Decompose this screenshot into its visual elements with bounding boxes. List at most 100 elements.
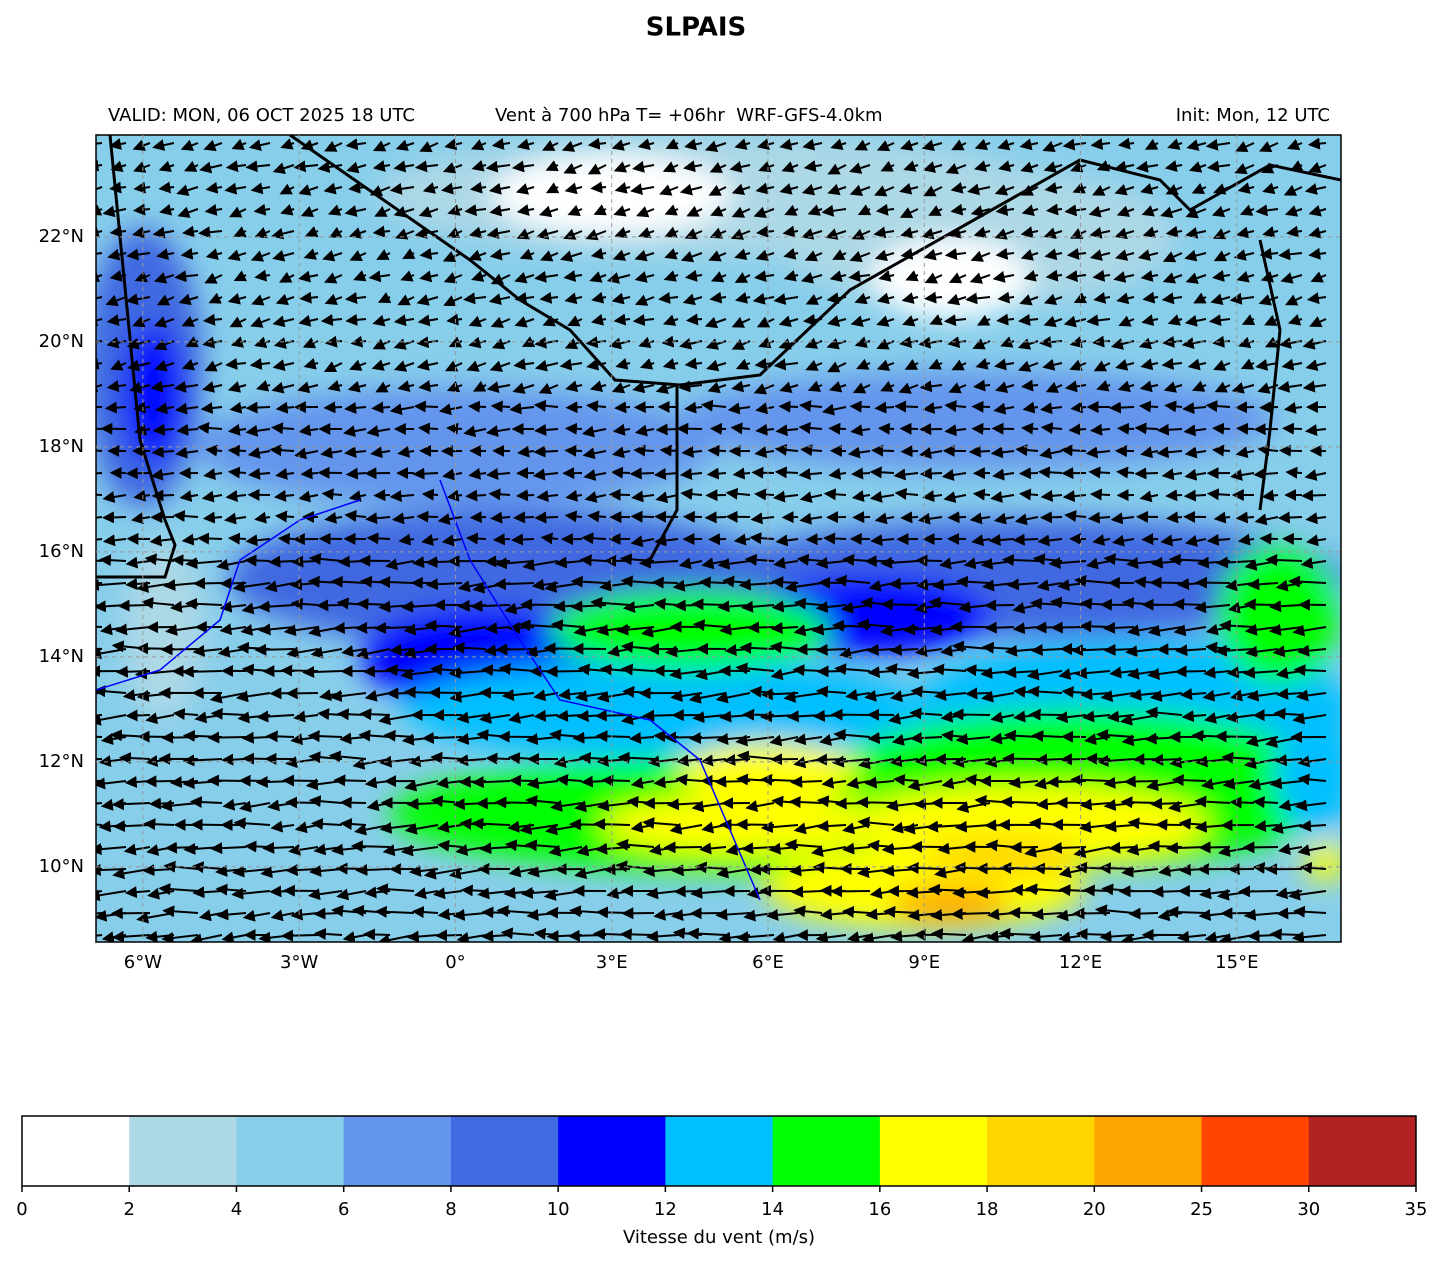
wind-arrow xyxy=(948,226,967,239)
wind-arrow xyxy=(849,162,871,174)
wind-arrow xyxy=(614,226,631,239)
wind-arrow xyxy=(96,846,103,849)
wind-arrow xyxy=(734,138,751,150)
wind-arrow xyxy=(807,380,823,392)
wind-arrow xyxy=(1092,184,1111,196)
wind-arrow xyxy=(359,708,391,721)
wind-arrow xyxy=(488,488,511,501)
wind-arrow xyxy=(1211,444,1231,457)
wind-arrow xyxy=(303,248,319,260)
wind-arrow xyxy=(804,250,823,262)
wind-arrow xyxy=(280,204,295,216)
wind-arrow xyxy=(249,358,271,370)
wind-arrow xyxy=(727,402,751,415)
wind-arrow xyxy=(945,162,967,175)
wind-arrow xyxy=(176,423,199,436)
wind-arrow xyxy=(442,162,463,174)
wind-arrow xyxy=(1114,227,1135,240)
wind-arrow xyxy=(591,313,607,326)
wind-arrow xyxy=(416,294,439,306)
wind-arrow xyxy=(445,360,463,372)
wind-arrow xyxy=(1141,533,1159,546)
wind-arrow xyxy=(950,907,991,920)
wind-arrow xyxy=(1088,205,1111,218)
wind-arrow xyxy=(539,205,559,218)
wind-arrow xyxy=(1308,204,1327,217)
wind-arrow xyxy=(997,138,1015,151)
wind-arrow xyxy=(224,182,247,195)
wind-arrow xyxy=(921,227,943,240)
wind-arrow xyxy=(372,160,391,172)
wind-arrow xyxy=(563,270,583,282)
wind-arrow xyxy=(801,183,823,196)
wind-arrow xyxy=(98,554,127,567)
wind-arrow xyxy=(1001,554,1039,567)
wind-arrow xyxy=(869,466,895,479)
wind-arrow xyxy=(636,206,655,218)
wind-arrow xyxy=(227,423,247,436)
wind-arrow xyxy=(402,248,416,260)
wind-arrow xyxy=(756,225,775,238)
wind-arrow xyxy=(1183,424,1207,437)
wind-arrow xyxy=(1308,161,1327,174)
wind-arrow xyxy=(1160,206,1183,219)
wind-arrow xyxy=(372,225,391,238)
wind-arrow xyxy=(446,380,463,393)
wind-arrow xyxy=(904,359,919,370)
wind-arrow xyxy=(241,731,271,744)
wind-arrow xyxy=(614,182,631,194)
wind-arrow xyxy=(297,381,319,394)
wind-arrow xyxy=(709,227,727,239)
wind-arrow xyxy=(1264,336,1279,348)
wind-arrow xyxy=(1144,138,1159,150)
wind-arrow xyxy=(492,533,511,546)
wind-arrow xyxy=(1205,400,1231,413)
wind-arrow xyxy=(1103,621,1135,634)
wind-arrow xyxy=(471,160,487,172)
wind-arrow xyxy=(233,270,248,282)
wind-arrow xyxy=(1123,775,1159,788)
wind-arrow xyxy=(190,818,223,831)
wind-arrow xyxy=(485,752,511,765)
wind-arrow xyxy=(730,228,751,240)
wind-arrow xyxy=(951,708,991,721)
wind-arrow xyxy=(545,182,560,194)
wind-arrow xyxy=(1276,907,1303,920)
wind-arrow xyxy=(611,446,631,459)
colorbar-tick-label: 10 xyxy=(547,1199,570,1220)
wind-arrow xyxy=(782,225,799,238)
wind-arrow xyxy=(792,664,823,677)
wind-arrow xyxy=(1044,248,1063,261)
wind-arrow xyxy=(1140,183,1159,195)
wind-arrow xyxy=(219,577,247,590)
wind-arrow xyxy=(484,555,511,568)
wind-arrow xyxy=(1039,402,1063,415)
wind-arrow xyxy=(830,138,847,151)
wind-arrow xyxy=(878,270,895,282)
wind-arrow xyxy=(489,204,511,217)
wind-arrow xyxy=(801,228,823,240)
wind-arrow xyxy=(994,228,1015,240)
wind-arrow xyxy=(324,140,343,152)
colorbar-segment xyxy=(1308,1116,1417,1186)
wind-arrow xyxy=(397,445,415,458)
wind-arrow xyxy=(1193,292,1207,304)
wind-arrow xyxy=(581,532,607,545)
wind-arrow xyxy=(245,401,271,414)
y-tick-label: 22°N xyxy=(39,226,84,247)
wind-arrow xyxy=(1134,467,1159,480)
wind-arrow xyxy=(109,181,127,194)
wind-arrow xyxy=(614,401,631,414)
wind-arrow xyxy=(494,796,535,809)
wind-arrow xyxy=(684,269,703,282)
wind-arrow xyxy=(943,314,967,327)
wind-arrow xyxy=(344,401,367,414)
wind-arrow xyxy=(1206,488,1231,501)
x-tick-label: 3°W xyxy=(280,952,318,973)
wind-arrow xyxy=(1092,335,1111,348)
wind-arrow xyxy=(154,272,175,284)
x-tick-label: 6°E xyxy=(752,952,784,973)
wind-arrow xyxy=(1023,269,1039,282)
wind-arrow xyxy=(96,449,103,452)
wind-arrow xyxy=(254,269,271,282)
